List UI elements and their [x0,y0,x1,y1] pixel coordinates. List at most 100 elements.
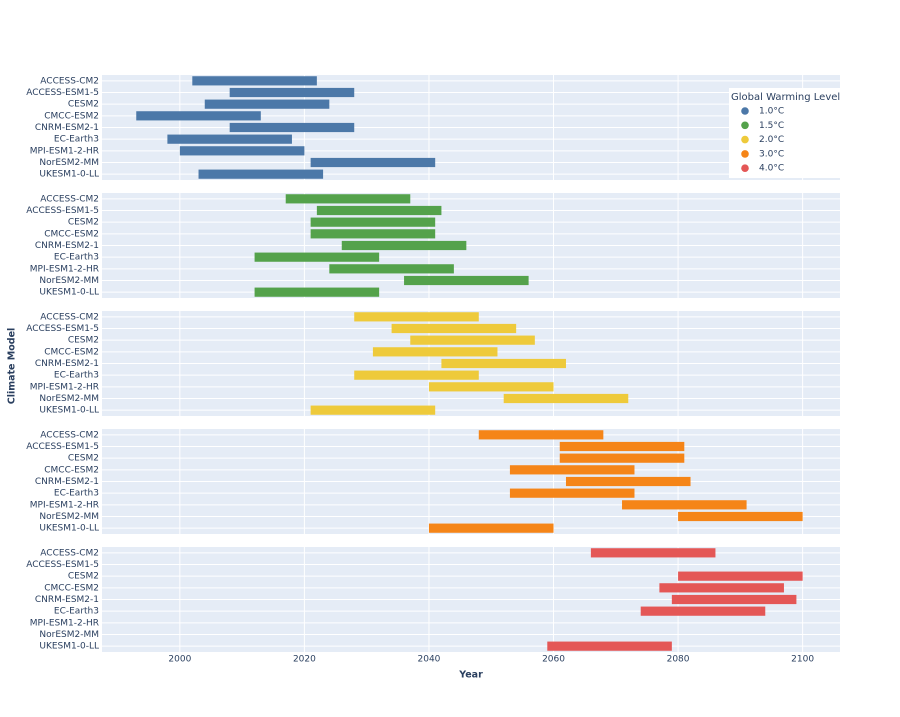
y-tick-label: ACCESS-ESM1-5 [26,206,99,216]
legend-marker [741,135,749,144]
legend-marker [741,150,749,158]
x-tick-label: 2040 [418,655,441,665]
y-tick-label: EC-Earth3 [54,371,99,381]
y-tick-label: ACCESS-ESM1-5 [26,560,99,570]
bar [509,465,635,475]
y-tick-label: ACCESS-ESM1-5 [26,442,99,452]
y-tick-label: CNRM-ESM2-1 [35,477,99,487]
y-tick-label: MPI-ESM1-2-HR [30,500,99,510]
y-tick-label: NorESM2-MM [39,630,99,640]
bar [478,430,604,440]
y-tick-label: ACCESS-CM2 [40,194,99,204]
bar [354,312,479,322]
y-tick-label: CMCC-ESM2 [44,111,99,121]
y-tick-label: CNRM-ESM2-1 [35,241,99,251]
bar [254,287,380,297]
bar [192,76,317,86]
y-tick-label: NorESM2-MM [39,394,99,404]
bar [310,157,436,168]
bar [310,229,436,239]
y-tick-label: UKESM1-0-LL [39,524,99,534]
x-tick-label: 2020 [293,655,316,665]
bar [441,358,566,369]
bar [229,87,355,98]
y-tick-label: ACCESS-CM2 [40,548,99,558]
y-tick-label: NorESM2-MM [39,512,99,522]
y-tick-label: EC-Earth3 [54,253,99,263]
y-tick-label: NorESM2-MM [39,158,99,168]
y-tick-label: MPI-ESM1-2-HR [30,618,99,628]
bar [136,111,261,121]
y-tick-label: CNRM-ESM2-1 [35,595,99,605]
y-tick-label: EC-Earth3 [54,135,99,145]
legend-label: 1.5°C [759,121,784,131]
x-tick-label: 2100 [791,655,814,665]
legend-title: Global Warming Level [731,92,840,103]
y-tick-label: CNRM-ESM2-1 [35,359,99,369]
bar [622,500,747,510]
bar [254,252,380,262]
legend-label: 3.0°C [759,149,784,159]
y-tick-label: ACCESS-CM2 [40,76,99,86]
bar [198,169,324,179]
bar [428,523,554,533]
bar [372,347,498,357]
bar [285,194,411,204]
bar [503,393,629,404]
bar [565,476,691,487]
y-tick-label: NorESM2-MM [39,276,99,286]
y-tick-label: MPI-ESM1-2-HR [30,382,99,392]
bar [316,205,442,216]
y-tick-label: MPI-ESM1-2-HR [30,146,99,156]
y-tick-label: MPI-ESM1-2-HR [30,264,99,274]
bar [354,370,479,380]
y-tick-label: CMCC-ESM2 [44,229,99,239]
bar [404,275,529,286]
bar [559,453,685,463]
bar [310,217,436,227]
y-tick-label: UKESM1-0-LL [39,170,99,180]
legend-label: 1.0°C [759,107,784,117]
legend-label: 2.0°C [759,135,784,145]
bar [329,264,454,274]
x-tick-label: 2060 [542,655,565,665]
bar [410,335,535,345]
x-axis-label: Year [458,670,483,681]
bar [640,606,766,616]
bar [428,382,554,392]
bar [509,488,635,498]
y-tick-label: CESM2 [68,100,99,110]
y-tick-label: CNRM-ESM2-1 [35,123,99,133]
y-tick-label: CESM2 [68,454,99,464]
bar [678,511,803,522]
bar [310,405,436,415]
y-tick-label: CMCC-ESM2 [44,583,99,593]
bar [167,134,292,144]
y-tick-label: EC-Earth3 [54,607,99,617]
y-tick-label: UKESM1-0-LL [39,406,99,416]
y-tick-label: CESM2 [68,336,99,346]
y-tick-label: ACCESS-ESM1-5 [26,324,99,334]
legend-marker [741,107,749,115]
legend-marker [741,164,749,172]
bar [229,122,355,133]
legend-marker [741,121,749,130]
y-tick-label: CMCC-ESM2 [44,347,99,357]
y-tick-label: UKESM1-0-LL [39,288,99,298]
x-tick-label: 2000 [168,655,191,665]
bar [678,571,803,581]
y-tick-label: CESM2 [68,572,99,582]
y-tick-label: ACCESS-CM2 [40,312,99,322]
bar [590,548,716,558]
bar [559,441,685,452]
y-tick-label: EC-Earth3 [54,489,99,499]
y-tick-label: ACCESS-CM2 [40,430,99,440]
bar [204,99,330,109]
bar [179,146,305,156]
bar [659,583,784,593]
bar [547,641,672,651]
y-tick-label: ACCESS-ESM1-5 [26,88,99,98]
bar [391,323,517,334]
y-tick-label: CESM2 [68,218,99,228]
